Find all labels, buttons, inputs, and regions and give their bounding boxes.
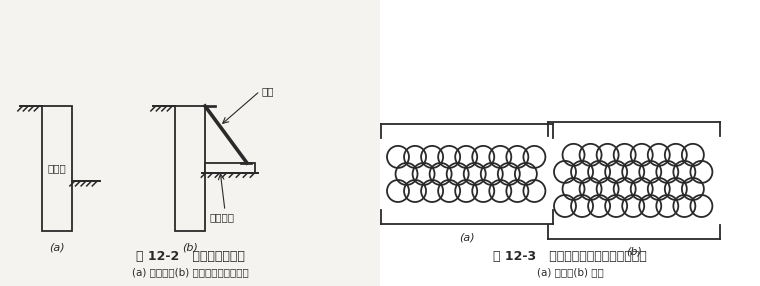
Text: (a): (a) [49,242,65,252]
Text: (a) 悬臂式；(b) 重力式挡土墙加斜撑: (a) 悬臂式；(b) 重力式挡土墙加斜撑 [131,267,249,277]
Text: (a) 三排；(b) 四排: (a) 三排；(b) 四排 [537,267,603,277]
Text: 图 12-2   重力式挡土墙图: 图 12-2 重力式挡土墙图 [135,249,245,263]
Text: 挡土墙: 挡土墙 [48,164,66,174]
Text: (b): (b) [182,242,198,252]
Polygon shape [205,163,255,173]
Text: 图 12-3   水泥搅拌桩挡土墙格珊示意图: 图 12-3 水泥搅拌桩挡土墙格珊示意图 [493,249,647,263]
Text: 基础底板: 基础底板 [210,212,235,222]
Bar [380,0,760,286]
Text: 斜撑: 斜撑 [262,86,274,96]
Text: (b): (b) [626,247,642,257]
Text: (a): (a) [459,232,475,242]
